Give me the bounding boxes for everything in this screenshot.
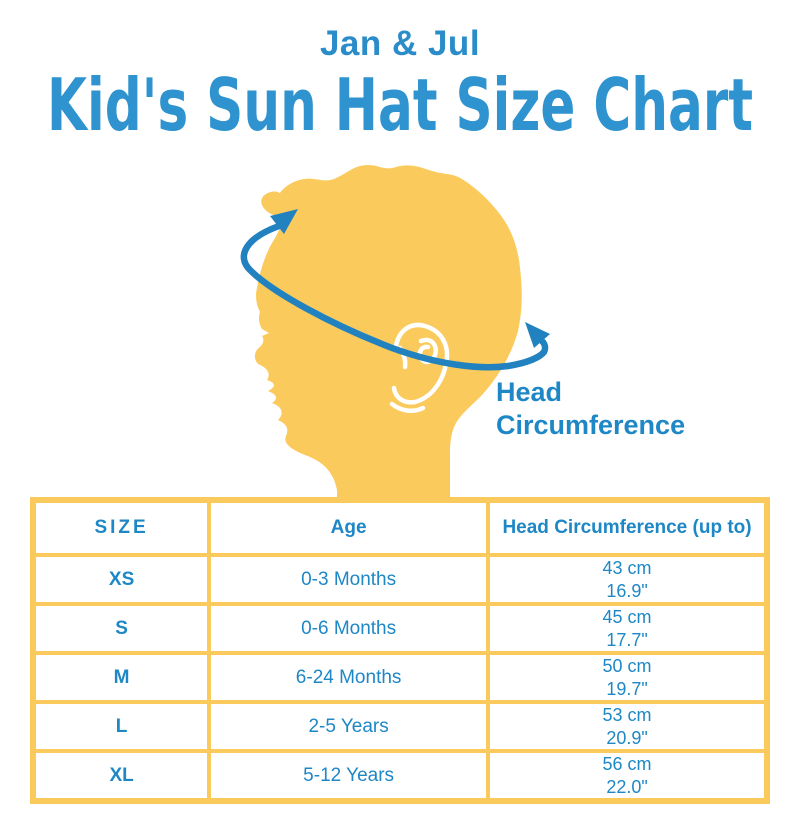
table-header-row: SIZE Age Head Circumference (up to) (30, 498, 769, 557)
circumference-cell: 53 cm 20.9" (486, 700, 769, 753)
head-circumference-label: Head Circumference (496, 376, 685, 442)
circumference-inch: 16.9" (606, 580, 648, 601)
column-header-age: Age (207, 498, 491, 557)
size-cell: L (30, 700, 212, 753)
column-header-circumference: Head Circumference (up to) (486, 498, 769, 557)
circumference-inch: 19.7" (606, 678, 648, 699)
column-header-size: SIZE (30, 498, 212, 557)
circumference-cell: 56 cm 22.0" (486, 749, 769, 803)
circumference-cm: 43 cm (602, 558, 652, 578)
circumference-inch: 17.7" (606, 629, 648, 650)
page-title-block: Kid's Sun Hat Size Chart (47, 66, 753, 147)
age-cell: 6-24 Months (207, 651, 491, 704)
head-circumference-label-line1: Head (496, 377, 563, 407)
circumference-cm: 50 cm (602, 656, 652, 676)
age-cell: 2-5 Years (207, 700, 491, 753)
circumference-inch: 20.9" (606, 727, 648, 748)
circumference-inch: 22.0" (606, 776, 648, 797)
head-measurement-illustration: Head Circumference (0, 152, 800, 497)
circumference-cell: 50 cm 19.7" (486, 651, 769, 704)
circumference-cm: 53 cm (602, 705, 652, 725)
size-cell: S (30, 602, 212, 655)
age-cell: 0-3 Months (207, 553, 491, 606)
head-circumference-label-line2: Circumference (496, 409, 686, 440)
head-illustration-svg (240, 165, 550, 497)
circumference-cm: 56 cm (602, 754, 652, 774)
brand-title: Jan & Jul (319, 24, 481, 63)
table-row: XS 0-3 Months 43 cm 16.9" (30, 553, 769, 606)
table-row: XL 5-12 Years 56 cm 22.0" (30, 749, 769, 803)
size-cell: XS (30, 553, 212, 606)
table-row: M 6-24 Months 50 cm 19.7" (30, 651, 769, 704)
size-chart-table: SIZE Age Head Circumference (up to) XS 0… (30, 497, 770, 804)
size-cell: M (30, 651, 212, 704)
circumference-cell: 43 cm 16.9" (486, 553, 769, 606)
circumference-arrow-icon (240, 209, 550, 371)
circumference-cell: 45 cm 17.7" (486, 602, 769, 655)
circumference-cm: 45 cm (602, 607, 652, 627)
table-row: L 2-5 Years 53 cm 20.9" (30, 700, 769, 753)
size-cell: XL (30, 749, 212, 803)
child-head-silhouette (254, 165, 522, 497)
table-row: S 0-6 Months 45 cm 17.7" (30, 602, 769, 655)
age-cell: 0-6 Months (207, 602, 491, 655)
page-title: Kid's Sun Hat Size Chart (47, 66, 753, 147)
age-cell: 5-12 Years (207, 749, 491, 803)
